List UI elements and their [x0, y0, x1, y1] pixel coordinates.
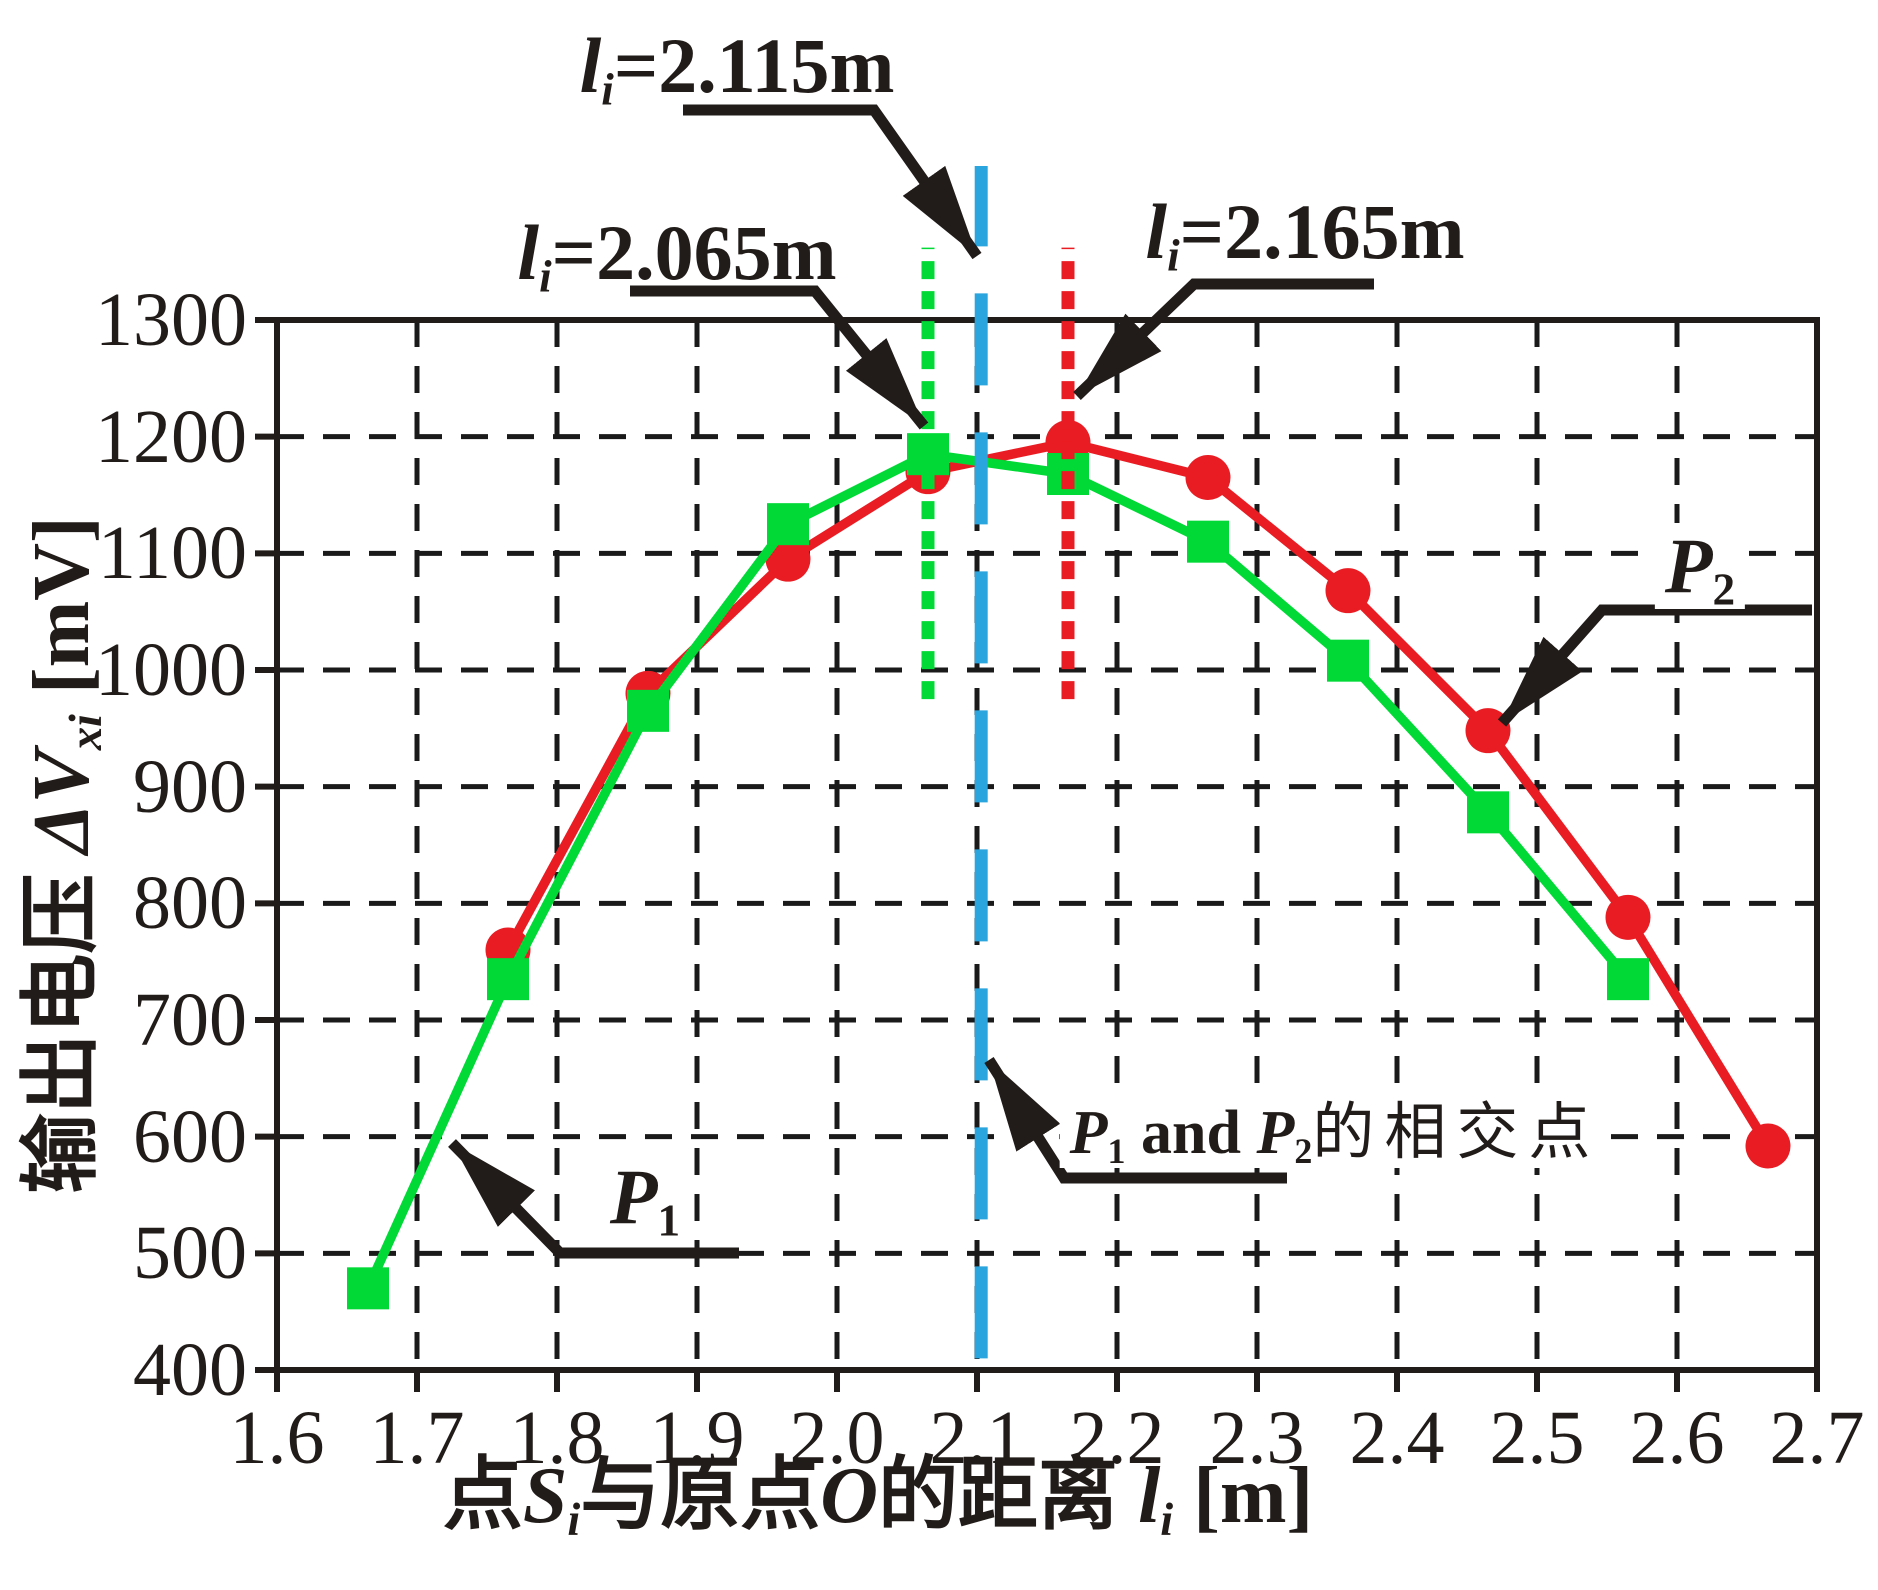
marker-p1-square [1327, 639, 1369, 682]
marker-p1-square [1467, 791, 1509, 834]
intersection-label-arrow [984, 1057, 1287, 1184]
p2-label-arrow [1497, 604, 1812, 727]
marker-p1-square [1187, 520, 1229, 563]
marker-p1-square [347, 1267, 389, 1310]
marker-p2-circle [1325, 568, 1371, 614]
plot-border [274, 317, 1820, 1373]
marker-p1-square [487, 958, 529, 1001]
marker-p2-circle [1185, 455, 1231, 500]
li-2165-label-arrow [1073, 278, 1374, 400]
series-p1-line [363, 449, 1633, 1294]
marker-p1-square [627, 689, 669, 732]
series-p2-line [503, 437, 1773, 1151]
marker-p2-circle [765, 536, 811, 582]
p1-label-arrow [448, 1139, 739, 1259]
marker-p2-circle [1605, 894, 1651, 940]
marker-p1-square [1607, 958, 1649, 1001]
marker-p2-circle [1745, 1123, 1791, 1169]
li-2115-label-arrow [683, 104, 982, 260]
li-2065-label-arrow [630, 285, 929, 430]
marker-p1-square [767, 503, 809, 546]
